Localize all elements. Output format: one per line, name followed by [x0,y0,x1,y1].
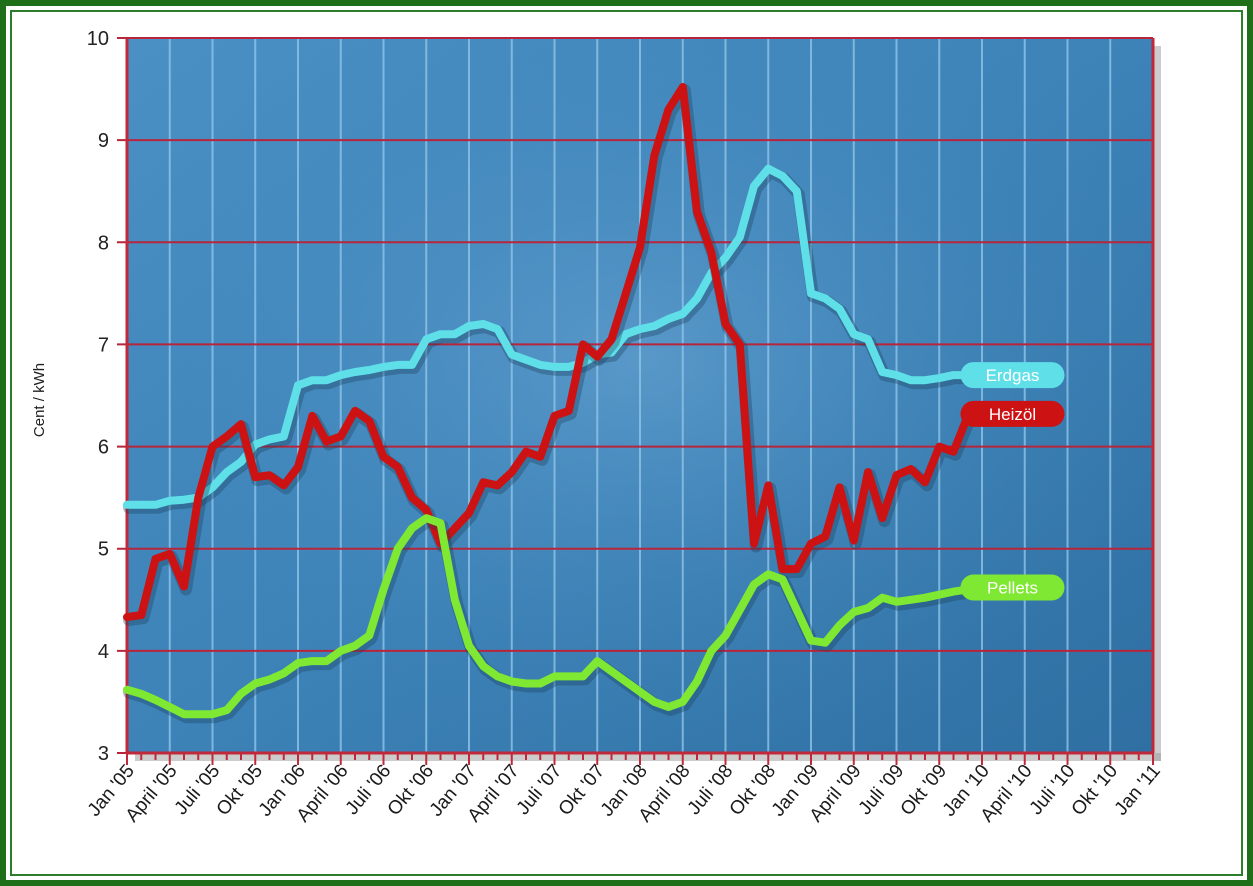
plot-shadow-bottom [135,753,1161,761]
plot-area [127,38,1161,761]
y-tick-labels: 3 4 5 6 7 8 9 10 [87,28,109,765]
series-lines [123,83,1033,724]
axes [125,38,1155,765]
series-label-pellets: Pellets [987,579,1038,598]
y-tick-label: 6 [98,437,109,459]
horizontal-gridlines [117,37,1153,754]
series-labels: Erdgas Heizöl Pellets [960,362,1065,601]
series-label-heizl: Heizöl [989,405,1036,424]
y-tick-label: 8 [98,232,109,254]
y-tick-label: 9 [98,130,109,152]
y-tick-label: 10 [87,28,109,50]
x-tick-label: Okt '10 [1068,761,1122,820]
y-tick-label: 7 [98,334,109,356]
y-tick-label: 3 [98,743,109,765]
series-line-pellets [123,514,1029,719]
x-tick-label: Jan '11 [1111,761,1165,820]
plot-shadow-right [1153,46,1161,761]
series-label-pill-pellets [960,574,1065,601]
y-tick-label: 5 [98,539,109,561]
series-label-pill-erdgas [960,362,1065,389]
series-line-heizl [123,83,1029,622]
series-label-pill-heizl [960,400,1065,427]
chart-inner-frame [10,10,1243,876]
vertical-gridlines [168,38,1112,753]
y-axis-label: Cent / kWh [31,363,48,437]
series-label-erdgas: Erdgas [986,366,1040,385]
y-tick-label: 4 [98,641,109,663]
